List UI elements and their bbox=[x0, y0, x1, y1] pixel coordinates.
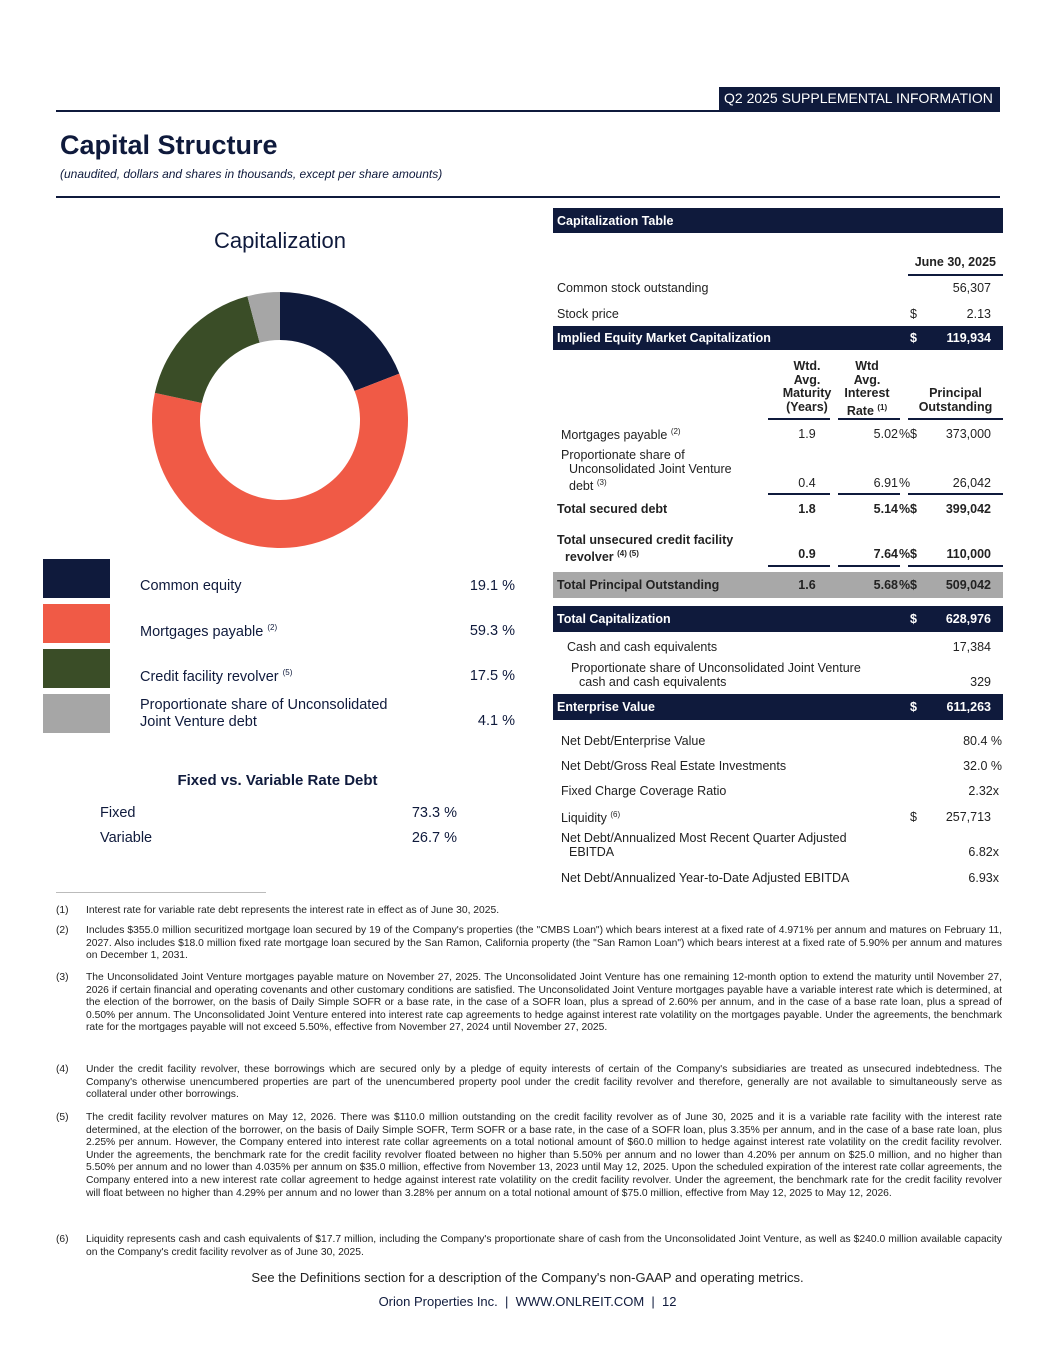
footnote-divider bbox=[56, 892, 266, 893]
section-tag: Q2 2025 SUPPLEMENTAL INFORMATION bbox=[719, 87, 1000, 111]
legend-label: Credit facility revolver (5) bbox=[140, 668, 293, 685]
table-row-unsecured: Total unsecured credit facility revolver … bbox=[557, 533, 991, 565]
legend-swatch-mortgages bbox=[43, 604, 110, 643]
metric-row: Liquidity (6) $257,713 bbox=[561, 810, 991, 826]
divider bbox=[56, 110, 1000, 112]
footnote: (3) The Unconsolidated Joint Venture mort… bbox=[56, 972, 1002, 1034]
table-row: Common stock outstanding 56,307 bbox=[557, 281, 991, 295]
metric-row: Net Debt/Gross Real Estate Investments 32… bbox=[561, 759, 1002, 773]
footnote: (1) Interest rate for variable rate debt … bbox=[56, 905, 500, 916]
table-row-enterprise-value: Enterprise Value $611,263 bbox=[553, 694, 1003, 720]
variable-value: 26.7 % bbox=[411, 830, 457, 846]
metric-row: Net Debt/Annualized Year-to-Date Adjuste… bbox=[561, 871, 999, 885]
donut-slice-0 bbox=[280, 292, 400, 392]
footnote: (6) Liquidity represents cash and cash eq… bbox=[56, 1234, 1002, 1258]
definitions-note: See the Definitions section for a descri… bbox=[251, 1270, 804, 1285]
legend-value: 17.5 % bbox=[469, 668, 515, 684]
legend-label: Common equity bbox=[140, 578, 242, 594]
chart-title: Capitalization bbox=[213, 228, 347, 253]
fixed-label: Fixed bbox=[100, 805, 136, 821]
donut-slice-2 bbox=[154, 296, 260, 404]
table-row-total-capitalization: Total Capitalization $628,976 bbox=[553, 606, 1003, 632]
fixed-value: 73.3 % bbox=[411, 805, 457, 821]
footnote: (2) Includes $355.0 million securitized m… bbox=[56, 925, 1002, 962]
legend-value: 59.3 % bbox=[469, 623, 515, 639]
donut-slice-1 bbox=[152, 373, 408, 548]
variable-label: Variable bbox=[100, 830, 153, 846]
fixed-variable-title: Fixed vs. Variable Rate Debt bbox=[177, 772, 378, 789]
table-title-bar: Capitalization Table bbox=[553, 208, 1003, 233]
footnote: (4) Under the credit facility revolver, t… bbox=[56, 1064, 1002, 1101]
legend-label: Proportionate share of Unconsolidated Joi… bbox=[140, 697, 388, 730]
table-row-total-secured: Total secured debt 1.8 5.14% $399,042 bbox=[557, 502, 991, 516]
capitalization-donut bbox=[152, 292, 408, 548]
donut-slice-3 bbox=[247, 292, 280, 343]
table-row-total-principal: Total Principal Outstanding 1.6 5.68% $509,… bbox=[553, 572, 1003, 598]
table-row: Proportionate share of Unconsolidated Jo… bbox=[571, 661, 991, 689]
page-title: Capital Structure bbox=[60, 130, 278, 160]
footnote: (5) The credit facility revolver matures … bbox=[56, 1112, 1002, 1199]
legend-swatch-jv-debt bbox=[43, 694, 110, 733]
metric-row: Fixed Charge Coverage Ratio 2.32x bbox=[561, 784, 999, 798]
table-row: Stock price $2.13 bbox=[557, 307, 991, 321]
legend-swatch-credit-facility bbox=[43, 649, 110, 688]
page-footer: Orion Properties Inc. | WWW.ONLREIT.COM … bbox=[378, 1294, 677, 1309]
metric-row: Net Debt/Annualized Most Recent Quarter … bbox=[561, 831, 999, 859]
table-row-implied-equity: Implied Equity Market Capitalization $119… bbox=[553, 326, 1003, 350]
table-row: Mortgages payable (2) 1.9 5.02% $373,000 bbox=[561, 427, 991, 443]
legend-swatch-common-equity bbox=[43, 559, 110, 598]
metric-row: Net Debt/Enterprise Value 80.4 % bbox=[561, 734, 1002, 748]
table-row: Cash and cash equivalents 17,384 bbox=[567, 640, 991, 654]
legend-value: 4.1 % bbox=[477, 713, 515, 729]
divider bbox=[56, 196, 1000, 198]
legend-label: Mortgages payable (2) bbox=[140, 623, 278, 640]
legend-value: 19.1 % bbox=[469, 578, 515, 594]
table-row: Proportionate share of Unconsolidated Joi… bbox=[561, 448, 991, 494]
column-headers: Wtd. Avg. Maturity (Years) Wtd Avg. Interest R… bbox=[782, 359, 993, 418]
date-header: June 30, 2025 bbox=[914, 255, 996, 269]
page-subtitle: (unaudited, dollars and shares in thousa… bbox=[60, 167, 443, 181]
